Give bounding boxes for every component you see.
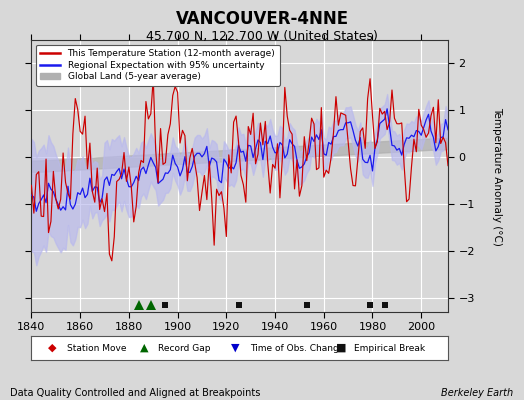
Y-axis label: Temperature Anomaly (°C): Temperature Anomaly (°C) (492, 106, 501, 246)
Text: Data Quality Controlled and Aligned at Breakpoints: Data Quality Controlled and Aligned at B… (10, 388, 261, 398)
Text: 45.700 N, 122.700 W (United States): 45.700 N, 122.700 W (United States) (146, 30, 378, 43)
Text: VANCOUVER-4NNE: VANCOUVER-4NNE (176, 10, 348, 28)
Legend: This Temperature Station (12-month average), Regional Expectation with 95% uncer: This Temperature Station (12-month avera… (36, 44, 280, 86)
Text: Berkeley Earth: Berkeley Earth (441, 388, 514, 398)
